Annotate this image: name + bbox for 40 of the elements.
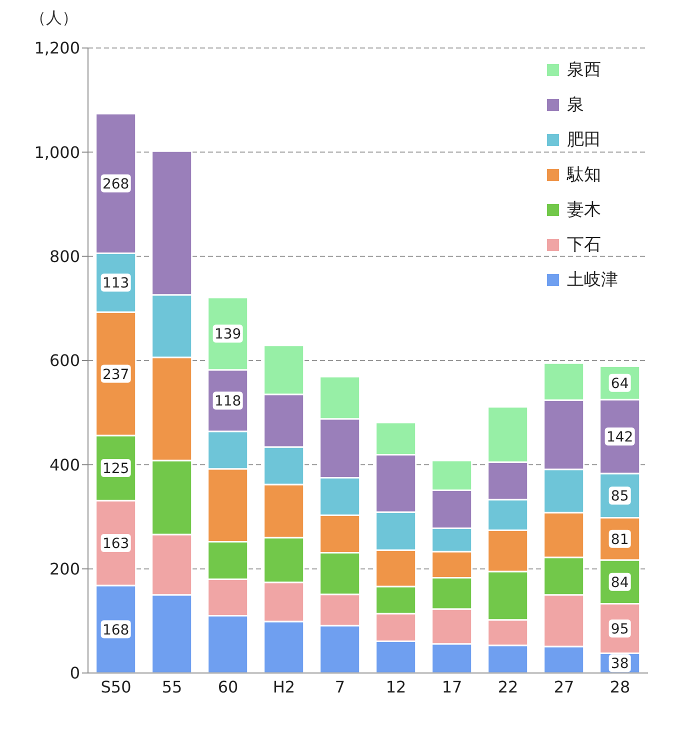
y-tick-label: 600 [49, 351, 80, 370]
x-tick-label: 22 [498, 677, 518, 696]
data-label: 95 [610, 621, 629, 638]
data-label: 168 [102, 622, 130, 638]
data-label: 118 [214, 394, 242, 410]
legend-label: 土岐津 [567, 269, 618, 291]
data-label: 85 [610, 488, 629, 505]
data-label: 81 [610, 532, 629, 548]
legend-label: 駄知 [567, 164, 601, 186]
legend-label: 肥田 [567, 129, 601, 151]
y-axis-title: （人） [30, 8, 78, 29]
y-tick-label: 0 [70, 664, 80, 683]
x-tick-label: 7 [334, 677, 346, 696]
legend-label: 下石 [567, 234, 601, 256]
legend-label: 泉 [567, 94, 584, 116]
x-tick-label: 17 [442, 677, 462, 696]
y-tick-label: 800 [49, 247, 80, 266]
x-tick-label: 12 [386, 677, 406, 696]
legend-label: 泉西 [567, 59, 601, 81]
data-label: 64 [610, 376, 629, 392]
data-label: 268 [102, 176, 130, 192]
y-tick-label: 400 [49, 455, 80, 474]
x-tick-label: 60 [218, 677, 238, 696]
x-tick-label: 55 [162, 677, 182, 696]
x-tick-label: S50 [100, 677, 132, 696]
data-label: 163 [102, 536, 130, 552]
legend-label: 妻木 [567, 199, 601, 221]
x-tick-label: 27 [554, 677, 574, 696]
data-label: 38 [610, 656, 629, 672]
y-tick-label: 1,200 [34, 38, 80, 58]
data-label: 113 [102, 276, 130, 292]
x-tick-label: 28 [610, 677, 630, 696]
data-label: 139 [214, 326, 242, 343]
data-label: 125 [102, 461, 130, 478]
x-tick-label: H2 [272, 677, 296, 696]
data-label: 142 [606, 430, 634, 446]
data-label: 237 [102, 366, 130, 383]
y-tick-label: 1,000 [34, 142, 80, 162]
data-label: 84 [610, 574, 629, 591]
y-tick-label: 200 [49, 560, 80, 579]
